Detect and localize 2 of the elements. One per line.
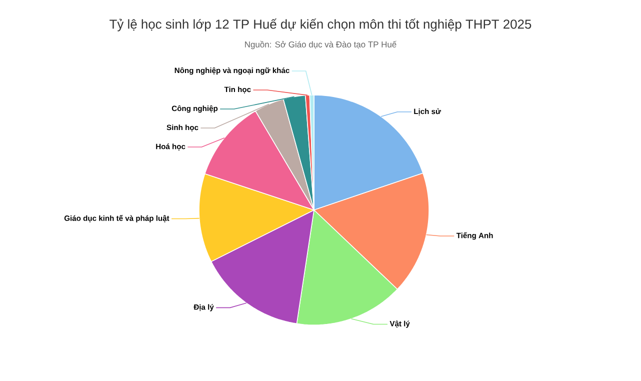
chart-subtitle: Nguồn: Sở Giáo dục và Đào tạo TP Huế [245, 40, 397, 50]
chart-title: Tỷ lệ học sinh lớp 12 TP Huế dự kiến chọn môn thi tốt nghiệp THPT 2025 [110, 18, 532, 32]
